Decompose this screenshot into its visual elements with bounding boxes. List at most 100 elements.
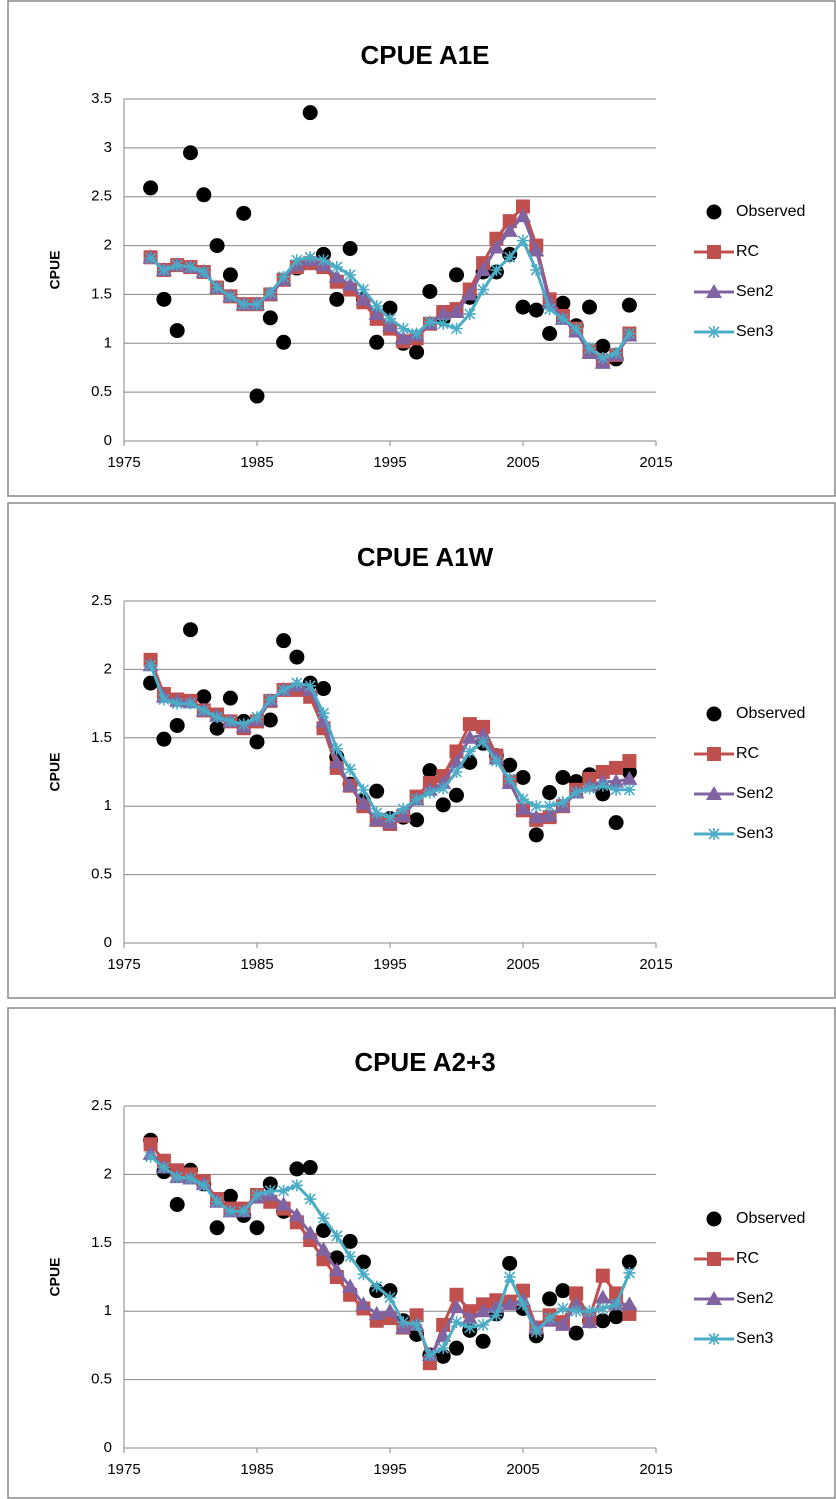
marker [157,264,170,276]
marker [370,1280,383,1293]
marker [316,1222,331,1238]
marker [608,1309,624,1325]
marker [236,205,252,221]
x-tick-label: 1995 [373,1461,406,1478]
marker [490,264,503,276]
marker [329,1250,345,1266]
marker [437,317,450,330]
marker [290,1179,303,1192]
marker [409,812,425,828]
marker [330,742,343,755]
marker [583,1305,596,1318]
marker [410,1318,423,1331]
marker [594,1289,611,1304]
marker [463,745,476,758]
marker [222,690,238,706]
marker [528,242,545,257]
marker [596,779,609,792]
legend-marker [707,245,721,259]
marker [249,734,265,750]
marker [342,1278,359,1293]
marker [262,310,278,326]
marker [569,1286,584,1301]
marker [502,757,518,773]
marker [449,267,464,283]
marker [276,334,292,350]
marker [355,1296,372,1311]
marker [384,1291,396,1304]
y-tick-label: 0.5 [91,866,112,883]
y-tick-label: 0.5 [91,383,112,400]
x-tick-label: 1985 [240,956,273,973]
y-tick-label: 2.5 [91,188,112,205]
marker [249,1220,265,1236]
marker [222,267,238,283]
legend-label: Observed [736,1210,805,1227]
marker [397,1316,410,1329]
marker [197,1179,210,1192]
marker [251,298,263,311]
marker [621,770,638,785]
marker [156,731,172,747]
marker [450,1316,463,1329]
marker [262,712,278,728]
marker [610,1298,623,1311]
marker [288,1207,305,1222]
marker [329,291,345,307]
marker [316,681,331,697]
marker [622,1306,637,1321]
marker [475,1303,492,1318]
marker [555,295,571,311]
marker [357,283,370,296]
marker [449,1340,464,1356]
marker [330,1229,343,1242]
marker [224,290,237,303]
marker [556,312,569,325]
y-tick-label: 1.5 [91,729,112,746]
marker [169,1196,185,1212]
y-tick-label: 2 [104,1165,112,1182]
marker [623,327,636,340]
marker [423,786,436,799]
marker [583,782,596,795]
marker [277,270,290,283]
marker [502,214,517,229]
x-tick-label: 1975 [107,454,140,471]
marker [543,800,556,813]
marker [595,338,611,354]
marker [328,754,345,769]
chart-title: CPUE A1W [357,542,494,572]
marker [515,208,531,223]
marker [328,268,345,283]
marker [528,827,544,843]
marker [183,622,198,638]
marker [211,281,224,294]
marker [224,1205,237,1218]
marker [264,1184,277,1197]
marker [450,322,463,335]
marker [475,262,492,276]
x-tick-label: 2005 [506,1461,539,1478]
marker [462,717,477,732]
marker [344,763,357,776]
marker [582,299,597,315]
marker [370,807,383,820]
panel-frame [7,502,836,999]
marker [516,199,530,214]
marker [448,1299,465,1314]
marker [384,811,396,824]
marker [423,1348,436,1361]
x-tick-label: 1995 [373,454,406,471]
marker [622,754,637,769]
marker [344,1250,357,1263]
marker [463,307,476,320]
panel-frame [7,1007,836,1499]
marker [264,286,277,299]
marker [542,785,558,801]
marker [302,105,318,121]
marker [143,675,159,691]
marker [211,711,224,724]
legend-label: Observed [736,203,805,220]
legend-marker [706,1291,722,1305]
marker [490,755,503,768]
